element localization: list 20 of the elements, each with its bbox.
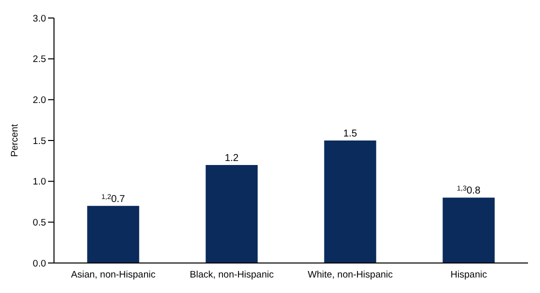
x-tick-label: White, non-Hispanic <box>308 270 393 281</box>
x-tick-label: Black, non-Hispanic <box>190 270 274 281</box>
y-tick-label: 1.0 <box>32 176 46 188</box>
data-label: $^{1,2}$0.7 <box>101 193 126 205</box>
data-label: 1.2 <box>224 153 240 164</box>
y-tick-label: 1.5 <box>32 136 46 147</box>
y-tick-label: 3.0 <box>32 13 46 24</box>
data-label: $^{1,3}$0.8 <box>456 185 481 197</box>
bar <box>442 198 495 263</box>
bar <box>206 165 258 263</box>
bar <box>87 206 140 263</box>
y-tick-label: 2.5 <box>32 54 46 66</box>
data-label: 1.5 <box>343 128 358 140</box>
y-tick-label: 2.0 <box>32 95 46 106</box>
bar <box>324 140 376 263</box>
y-tick-label: 0.5 <box>32 218 46 229</box>
x-tick-label: Hispanic <box>450 270 488 281</box>
x-tick-label: Asian, non-Hispanic <box>71 270 156 281</box>
y-tick-label: 0.0 <box>32 258 46 270</box>
y-axis-title: Percent <box>9 124 20 157</box>
